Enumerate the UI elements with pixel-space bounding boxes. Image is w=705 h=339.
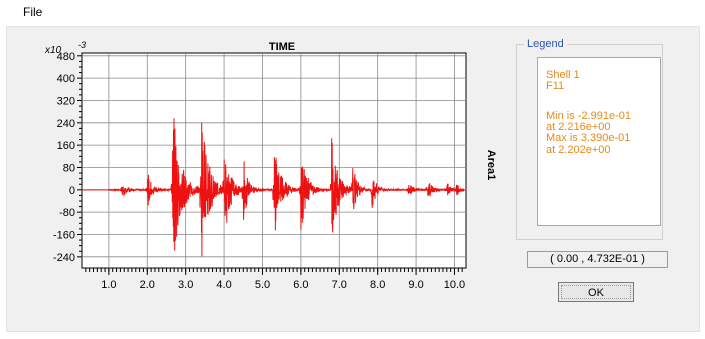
legend-group — [516, 44, 663, 240]
y-tick-label: 80 — [63, 162, 75, 174]
legend-title: Legend — [524, 38, 567, 50]
legend-max: Max is 3.390e-01 — [546, 132, 631, 144]
legend-component: F11 — [546, 80, 565, 92]
x-tick-label: 8.0 — [370, 279, 385, 291]
x-tick-label: 6.0 — [293, 279, 308, 291]
legend-min: Min is -2.991e-01 — [546, 110, 631, 122]
y-ticks: 480 400 320 240 160 80 0 -80 -160 -240 — [53, 51, 82, 264]
x-tick-label: 4.0 — [216, 279, 231, 291]
chart-title: TIME — [269, 41, 295, 53]
y-tick-label: 480 — [57, 51, 75, 63]
y-tick-label: 400 — [57, 73, 75, 85]
y-tick-label: -80 — [59, 207, 75, 219]
y-tick-label: -160 — [53, 229, 75, 241]
menu-bar: File — [0, 0, 705, 24]
x-ticks: 1.0 2.0 3.0 4.0 5.0 6.0 7.0 8.0 9.0 10.0 — [85, 268, 465, 291]
menu-file[interactable]: File — [23, 5, 43, 19]
x-tick-label: 5.0 — [255, 279, 270, 291]
x-tick-label: 3.0 — [178, 279, 193, 291]
coordinate-readout: ( 0.00 , 4.732E-01 ) — [527, 251, 668, 268]
y-tick-label: 320 — [57, 95, 75, 107]
y-tick-label: 0 — [69, 185, 75, 197]
x-tick-label: 10.0 — [444, 279, 465, 291]
y-tick-label: -240 — [53, 252, 75, 264]
y-tick-label: 240 — [57, 118, 75, 130]
y-axis-label: Area1 — [485, 150, 497, 181]
legend-max-at: at 2.202e+00 — [546, 144, 611, 156]
y-tick-label: 160 — [57, 140, 75, 152]
x-tick-label: 9.0 — [408, 279, 423, 291]
ok-button[interactable]: OK — [558, 282, 634, 302]
y-scale-label: x10 — [44, 45, 62, 56]
x-tick-label: 2.0 — [140, 279, 155, 291]
y-scale-exponent: -3 — [78, 40, 86, 50]
legend-shell: Shell 1 — [546, 69, 580, 81]
signal-line — [82, 118, 465, 257]
legend-box — [537, 57, 661, 226]
legend-min-at: at 2.216e+00 — [546, 121, 611, 133]
x-tick-label: 1.0 — [101, 279, 116, 291]
x-tick-label: 7.0 — [332, 279, 347, 291]
